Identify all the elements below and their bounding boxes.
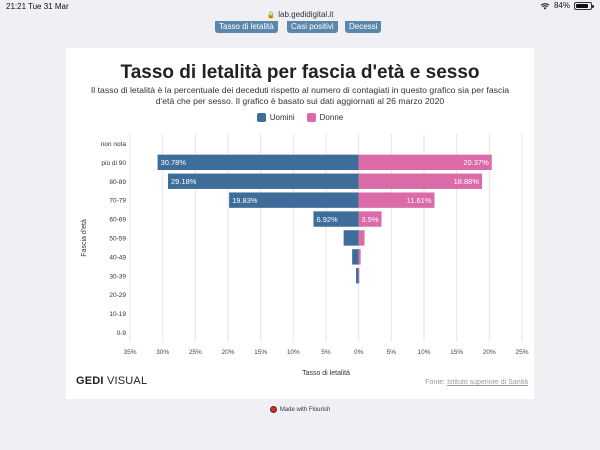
y-axis-title: Fascia d'età [81,219,88,257]
battery-icon [574,1,594,10]
y-category-label: più di 90 [101,160,126,167]
chart-card: Tasso di letalità per fascia d'età e ses… [66,48,534,399]
x-tick-label: 10% [287,349,300,356]
y-category-label: 70-79 [109,198,126,205]
url-text: lab.gedidigital.it [278,10,334,19]
y-category-label: 50-59 [109,235,126,242]
made-with-flourish[interactable]: Made with Flourish [0,406,600,413]
y-category-label: 20-29 [109,292,126,299]
bar-uomini [313,211,359,227]
y-category-label: 0-9 [117,330,127,337]
bar-uomini [343,230,359,246]
bar-donne [358,192,435,208]
tab-casi-positivi[interactable]: Casi positivi [287,21,338,33]
x-tick-label: 30% [156,349,169,356]
gedi-visual-logo: GEDI VISUAL [76,375,147,387]
bar-uomini [356,268,359,284]
y-category-label: 40-49 [109,254,126,261]
status-bar: 21:21 Tue 31 Mar 84% [0,0,600,12]
y-category-label: 80-89 [109,179,126,186]
tab-tasso-di-letalita[interactable]: Tasso di letalità [215,21,278,33]
data-label-uomini: 30.78% [161,158,187,167]
source-credit: Fonte: Istituto superiore di Sanità [425,379,528,386]
bar-donne [358,230,365,246]
legend-label-uomini: Uomini [269,113,295,122]
x-tick-label: 20% [221,349,234,356]
legend-item-donne[interactable]: Donne [306,113,344,122]
data-label-donne: 18.88% [454,177,480,186]
bar-chart: 35% 30% 25% 20% 15% 10% 5% 0% 5% 10% 15% 20% 25% non … [81,134,529,377]
source-prefix: Fonte: [425,379,448,386]
battery-level [576,3,588,8]
chart-subtitle: Il tasso di letalità è la percentuale de… [66,85,534,107]
chart-title: Tasso di letalità per fascia d'età e ses… [120,62,480,83]
legend-item-uomini[interactable]: Uomini [256,113,295,122]
data-label-uomini: 6.92% [316,215,338,224]
x-tick-label: 10% [417,349,430,356]
bar-uomini [168,173,359,189]
lock-icon: 🔒 [266,12,276,19]
flourish-icon [269,406,277,413]
data-label-donne: 3.5% [361,215,378,224]
x-tick-label: 5% [387,349,397,356]
subtitle-line-1: Il tasso di letalità è la percentuale de… [90,85,510,95]
legend-swatch-uomini [256,113,266,122]
y-category-label: 60-69 [109,217,126,224]
chart-tabs: Tasso di letalità Casi positivi Decessi [0,21,600,33]
status-right: 84% [540,1,594,10]
brand-light: VISUAL [103,375,148,387]
bar-uomini [352,249,359,265]
flourish-label: Made with Flourish [279,406,331,413]
subtitle-line-2: d'età che per sesso. Il grafico è basato… [155,96,445,106]
legend-swatch-donne [306,113,316,122]
wifi-icon [540,2,550,9]
data-label-uomini: 29.18% [171,177,197,186]
x-tick-label: 35% [123,349,136,356]
source-link[interactable]: Istituto superiore di Sanità [447,379,528,386]
x-tick-label: 15% [254,349,267,356]
bar-uomini [229,192,359,208]
bar-donne [358,154,492,171]
data-label-uomini: 19.83% [232,196,258,205]
x-axis-title: Tasso di letalità [302,370,350,377]
bar-uomini [157,154,359,171]
status-time: 21:21 [6,2,27,11]
bar-donne [358,173,483,189]
x-tick-label: 20% [483,349,496,356]
y-category-label: 30-39 [109,273,126,280]
chart-legend: Uomini Donne [66,113,534,122]
brand-bold: GEDI [76,375,104,387]
x-tick-label: 5% [321,349,331,356]
y-category-label: 10-19 [109,311,126,318]
data-label-donne: 11.61% [407,196,432,205]
x-tick-label: 25% [189,349,202,356]
bar-donne [358,249,361,265]
battery-percent: 84% [553,1,570,10]
data-label-donne: 20.37% [463,158,489,167]
x-tick-label: 0% [354,349,364,356]
y-category-label: non nota [101,141,127,148]
bar-donne [358,268,360,284]
address-bar[interactable]: 🔒 lab.gedidigital.it [0,10,600,19]
status-date: Tue 31 Mar [28,2,69,11]
legend-label-donne: Donne [319,113,344,122]
bar-donne [358,211,382,227]
x-tick-label: 25% [515,349,528,356]
x-tick-label: 15% [450,349,463,356]
tab-decessi[interactable]: Decessi [345,21,382,33]
